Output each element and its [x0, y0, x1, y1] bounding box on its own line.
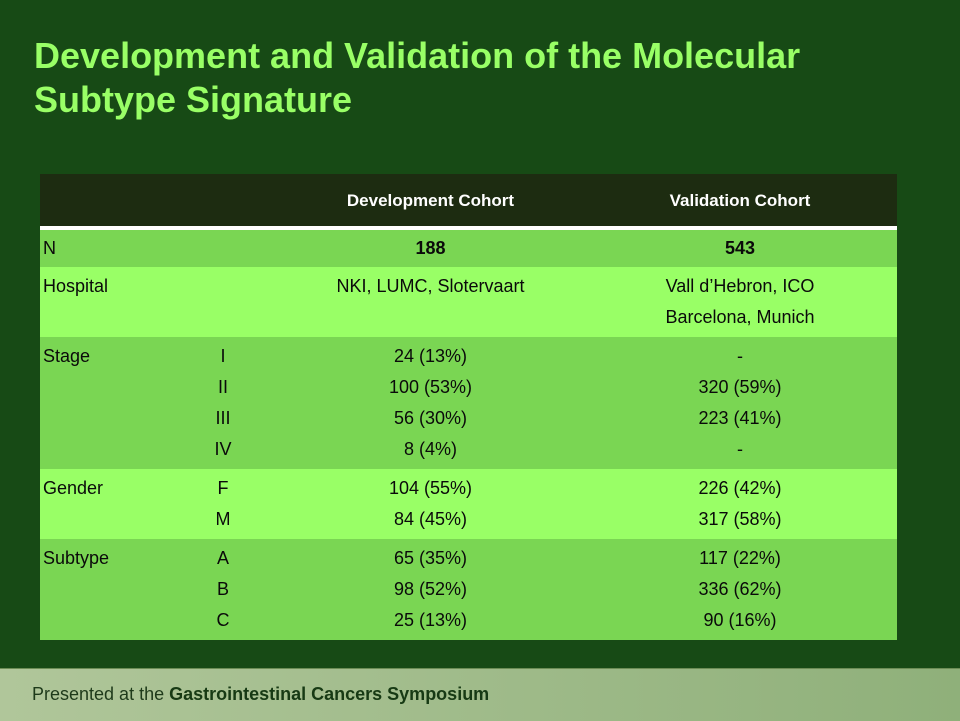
- cell-line: M: [215, 509, 231, 529]
- validation-stage: - 320 (59%) 223 (41%) -: [583, 337, 897, 469]
- table-row-stage: Stage I II III IV 24 (13%) 100 (53%) 56 …: [40, 337, 897, 469]
- cell-line: Barcelona, Munich: [665, 307, 815, 327]
- cell-line: NKI, LUMC, Slotervaart: [336, 276, 525, 296]
- development-subtype: 65 (35%) 98 (52%) 25 (13%): [278, 539, 583, 640]
- cell-line: II: [217, 377, 228, 397]
- cell-line: 117 (22%): [699, 548, 781, 568]
- footer-text: Presented at the Gastrointestinal Cancer…: [32, 684, 489, 705]
- cell-line: IV: [214, 439, 232, 459]
- table-row-n: N 188 543: [40, 228, 897, 267]
- table-row-gender: Gender F M 104 (55%) 84 (45%) 226 (42%) …: [40, 469, 897, 539]
- row-label-hospital: Hospital: [40, 267, 168, 337]
- table-header-row: Development Cohort Validation Cohort: [40, 174, 897, 230]
- row-sub-n: [168, 228, 278, 267]
- header-validation-cohort: Validation Cohort: [583, 174, 897, 230]
- validation-gender: 226 (42%) 317 (58%): [583, 469, 897, 539]
- cell-line: 25 (13%): [393, 610, 468, 630]
- cell-line: -: [737, 346, 743, 366]
- table-row-subtype: Subtype A B C 65 (35%) 98 (52%) 25 (13%)…: [40, 539, 897, 640]
- cell-line: Vall d’Hebron, ICO: [665, 276, 815, 296]
- header-cell-label: [40, 174, 168, 230]
- row-label-subtype: Subtype: [40, 539, 168, 640]
- cell-line: 226 (42%): [698, 478, 782, 498]
- footer-band: Presented at the Gastrointestinal Cancer…: [0, 668, 960, 721]
- development-stage: 24 (13%) 100 (53%) 56 (30%) 8 (4%): [278, 337, 583, 469]
- cell-line: III: [215, 408, 231, 428]
- row-sub-stage: I II III IV: [168, 337, 278, 469]
- cell-line: F: [217, 478, 229, 498]
- footer-symposium-name: Gastrointestinal Cancers Symposium: [169, 684, 490, 704]
- cell-line: 100 (53%): [388, 377, 473, 397]
- validation-subtype: 117 (22%) 336 (62%) 90 (16%): [583, 539, 897, 640]
- cell-line: 336 (62%): [698, 579, 782, 599]
- slide-title-line-1: Development and Validation of the Molecu…: [34, 35, 801, 76]
- header-cell-sub: [168, 174, 278, 230]
- cell-line: I: [220, 346, 226, 366]
- validation-n: 543: [583, 228, 897, 267]
- row-label-n: N: [40, 228, 168, 267]
- cell-line: 104 (55%): [388, 478, 473, 498]
- development-hospital: NKI, LUMC, Slotervaart: [278, 267, 583, 337]
- cell-line: 317 (58%): [698, 509, 782, 529]
- header-development-cohort: Development Cohort: [278, 174, 583, 230]
- cell-line: 8 (4%): [403, 439, 457, 459]
- cell-line: C: [216, 610, 230, 630]
- validation-hospital: Vall d’Hebron, ICO Barcelona, Munich: [583, 267, 897, 337]
- development-gender: 104 (55%) 84 (45%): [278, 469, 583, 539]
- cell-line: A: [216, 548, 229, 568]
- row-sub-gender: F M: [168, 469, 278, 539]
- cell-line: 24 (13%): [393, 346, 468, 366]
- cohort-table: Development Cohort Validation Cohort N 1…: [40, 174, 897, 640]
- cell-line: B: [216, 579, 229, 599]
- footer-prefix: Presented at the: [32, 684, 170, 704]
- cell-line: 65 (35%): [393, 548, 468, 568]
- cell-line: 84 (45%): [393, 509, 468, 529]
- row-sub-hospital: [168, 267, 278, 337]
- row-sub-subtype: A B C: [168, 539, 278, 640]
- slide-title: Development and Validation of the Molecu…: [34, 34, 954, 122]
- development-n: 188: [278, 228, 583, 267]
- cell-line: 320 (59%): [698, 377, 782, 397]
- row-label-gender: Gender: [40, 469, 168, 539]
- slide-title-line-2: Subtype Signature: [34, 79, 353, 120]
- table-row-hospital: Hospital NKI, LUMC, Slotervaart Vall d’H…: [40, 267, 897, 337]
- cell-line: 56 (30%): [393, 408, 468, 428]
- cell-line: 98 (52%): [393, 579, 468, 599]
- cell-line: -: [737, 439, 743, 459]
- cell-line: 90 (16%): [703, 610, 777, 630]
- row-label-stage: Stage: [40, 337, 168, 469]
- cell-line: 223 (41%): [698, 408, 782, 428]
